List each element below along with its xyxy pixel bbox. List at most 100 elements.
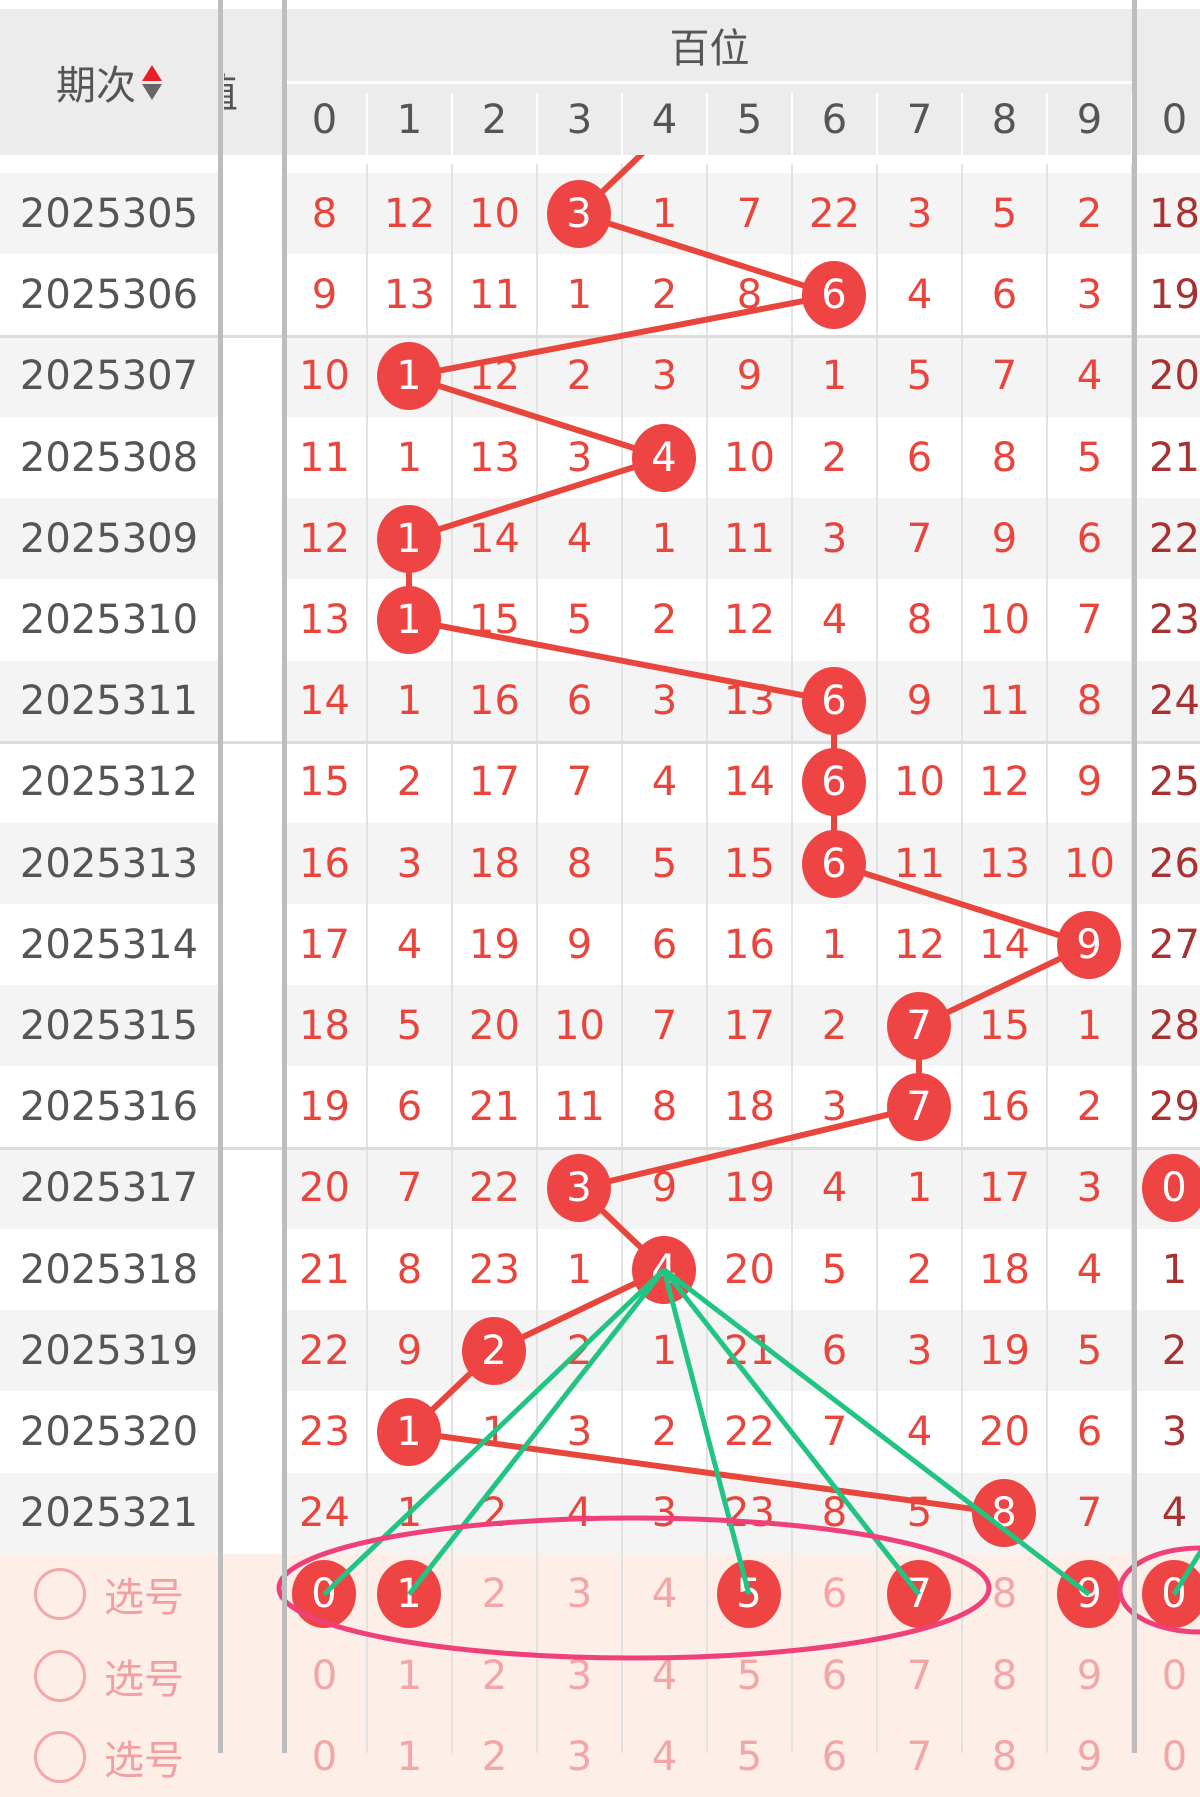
- period-cell: 2025307: [19, 353, 199, 400]
- miss-count-cell: 13: [299, 596, 350, 643]
- selected-digit[interactable]: 7: [887, 1560, 951, 1629]
- miss-count-cell: 20: [979, 1408, 1030, 1455]
- period-cell: 2025314: [19, 921, 199, 968]
- miss-count-cell: 18: [469, 840, 520, 887]
- miss-count-cell: 3: [566, 1408, 593, 1455]
- miss-count-cell: 18: [979, 1246, 1030, 1293]
- miss-count-cell: 17: [979, 1165, 1030, 1212]
- radio-icon[interactable]: [34, 1568, 86, 1621]
- miss-count-cell: 1: [396, 678, 423, 725]
- digit-header-8: 8: [991, 96, 1018, 143]
- select-digit[interactable]: 2: [481, 1571, 508, 1618]
- period-cell: 2025318: [19, 1246, 199, 1293]
- column-divider: [282, 0, 287, 1753]
- miss-count-cell: 11: [894, 840, 945, 887]
- miss-count-cell: 17: [724, 1002, 775, 1049]
- select-label: 选号: [104, 1575, 184, 1622]
- miss-count-cell: 10: [554, 1002, 605, 1049]
- miss-count-cell: 1: [821, 921, 848, 968]
- select-digit[interactable]: 3: [566, 1652, 593, 1699]
- period-column-header[interactable]: 期次: [0, 9, 218, 155]
- select-digit[interactable]: 5: [736, 1652, 763, 1699]
- next-group-cell: 29: [1149, 1084, 1200, 1131]
- miss-count-cell: 5: [566, 596, 593, 643]
- miss-count-cell: 8: [991, 434, 1018, 481]
- miss-count-cell: 1: [1076, 1002, 1103, 1049]
- miss-count-cell: 6: [991, 272, 1018, 319]
- select-digit[interactable]: 9: [1076, 1652, 1103, 1699]
- select-digit[interactable]: 3: [566, 1733, 593, 1780]
- miss-count-cell: 5: [651, 840, 678, 887]
- miss-count-cell: 11: [554, 1084, 605, 1131]
- digit-header-6: 6: [821, 96, 848, 143]
- select-digit[interactable]: 8: [991, 1733, 1018, 1780]
- table-header: 期次 值 百位 0 1 2 3 4 5 6 7 8 9 0: [0, 9, 1200, 164]
- miss-count-cell: 3: [651, 678, 678, 725]
- select-digit[interactable]: 4: [651, 1652, 678, 1699]
- select-toggle[interactable]: 选号: [0, 1635, 218, 1716]
- miss-count-cell: 7: [1076, 596, 1103, 643]
- select-digit[interactable]: 6: [821, 1733, 848, 1780]
- select-digit[interactable]: 4: [651, 1571, 678, 1618]
- select-digit[interactable]: 9: [1076, 1733, 1103, 1780]
- miss-count-cell: 6: [396, 1084, 423, 1131]
- select-digit[interactable]: 3: [566, 1571, 593, 1618]
- header-divider: [536, 93, 538, 164]
- select-digit[interactable]: 5: [736, 1733, 763, 1780]
- select-digit[interactable]: 1: [396, 1652, 423, 1699]
- miss-count-cell: 1: [821, 353, 848, 400]
- select-digit[interactable]: 0: [311, 1733, 338, 1780]
- miss-count-cell: 1: [906, 1165, 933, 1212]
- miss-count-cell: 15: [979, 1002, 1030, 1049]
- digit-header-10: 0: [1161, 96, 1188, 143]
- select-digit[interactable]: 8: [991, 1571, 1018, 1618]
- select-digit[interactable]: 0: [311, 1652, 338, 1699]
- miss-count-cell: 19: [469, 921, 520, 968]
- miss-count-cell: 14: [469, 515, 520, 562]
- select-toggle[interactable]: 选号: [0, 1716, 218, 1797]
- miss-count-cell: 4: [566, 515, 593, 562]
- miss-count-cell: 13: [724, 678, 775, 725]
- miss-count-cell: 21: [724, 1327, 775, 1374]
- select-digit[interactable]: 7: [906, 1733, 933, 1780]
- miss-count-cell: 12: [469, 353, 520, 400]
- select-digit[interactable]: 2: [481, 1733, 508, 1780]
- selected-digit[interactable]: 5: [717, 1560, 781, 1629]
- select-digit[interactable]: 2: [481, 1652, 508, 1699]
- miss-count-cell: 11: [469, 272, 520, 319]
- header-divider: [876, 93, 878, 164]
- miss-count-cell: 4: [396, 921, 423, 968]
- selected-digit[interactable]: 9: [1057, 1560, 1121, 1629]
- select-digit[interactable]: 0: [1161, 1652, 1188, 1699]
- hit-ball: 9: [1057, 910, 1121, 979]
- select-digit[interactable]: 4: [651, 1733, 678, 1780]
- period-cell: 2025320: [19, 1408, 199, 1455]
- miss-count-cell: 8: [821, 1490, 848, 1537]
- hit-ball: 1: [377, 342, 441, 411]
- radio-icon[interactable]: [34, 1730, 86, 1783]
- miss-count-cell: 2: [1076, 190, 1103, 237]
- miss-count-cell: 3: [1076, 272, 1103, 319]
- miss-count-cell: 2: [566, 353, 593, 400]
- selected-digit[interactable]: 0: [1142, 1560, 1200, 1629]
- select-digit[interactable]: 1: [396, 1733, 423, 1780]
- select-digit[interactable]: 6: [821, 1571, 848, 1618]
- sort-icon[interactable]: [142, 64, 162, 100]
- miss-count-cell: 22: [299, 1327, 350, 1374]
- select-toggle[interactable]: 选号: [0, 1554, 218, 1635]
- select-digit[interactable]: 8: [991, 1652, 1018, 1699]
- select-digit[interactable]: 7: [906, 1652, 933, 1699]
- radio-icon[interactable]: [34, 1649, 86, 1702]
- miss-count-cell: 12: [299, 515, 350, 562]
- miss-count-cell: 10: [299, 353, 350, 400]
- hit-ball: 4: [632, 1235, 696, 1304]
- miss-count-cell: 5: [906, 1490, 933, 1537]
- miss-count-cell: 19: [724, 1165, 775, 1212]
- miss-count-cell: 3: [821, 515, 848, 562]
- select-digit[interactable]: 6: [821, 1652, 848, 1699]
- miss-count-cell: 1: [566, 272, 593, 319]
- selected-digit[interactable]: 1: [377, 1560, 441, 1629]
- selected-digit[interactable]: 0: [292, 1560, 356, 1629]
- period-cell: 2025315: [19, 1002, 199, 1049]
- select-digit[interactable]: 0: [1161, 1733, 1188, 1780]
